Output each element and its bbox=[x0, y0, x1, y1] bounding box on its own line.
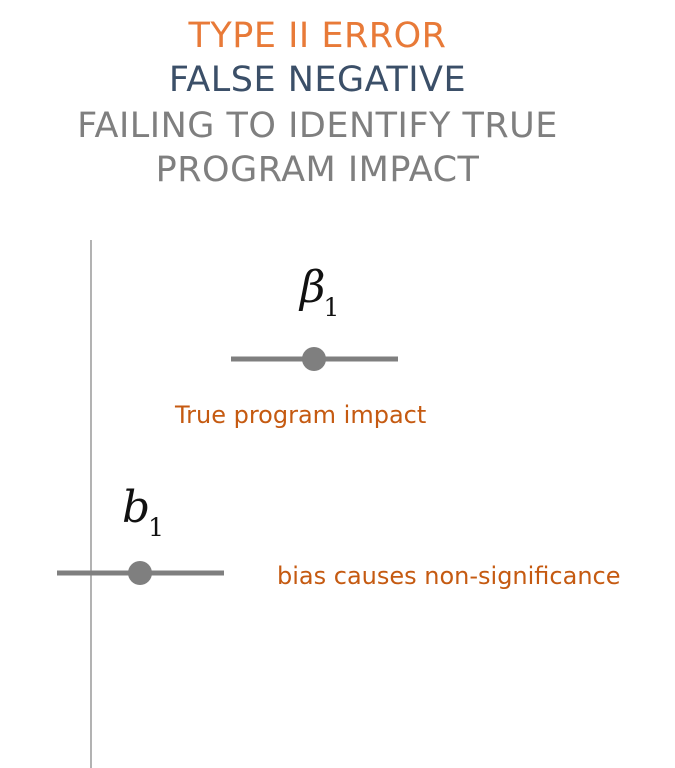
beta-symbol: β bbox=[300, 262, 326, 313]
b-subscript: 1 bbox=[148, 513, 165, 542]
b-1-symbol: b1 bbox=[122, 486, 166, 543]
title-line-program-impact: PROGRAM IMPACT bbox=[155, 150, 480, 190]
biased-estimate-point bbox=[128, 561, 152, 585]
title-line-failing-to-identify: FAILING TO IDENTIFY TRUE bbox=[77, 106, 558, 146]
title-line-false-negative: FALSE NEGATIVE bbox=[168, 60, 467, 100]
b-symbol: b bbox=[122, 482, 151, 533]
beta-1-symbol: β1 bbox=[300, 266, 341, 323]
beta-subscript: 1 bbox=[323, 293, 340, 322]
true-impact-point bbox=[302, 347, 326, 371]
bias-caption: bias causes non-significance bbox=[277, 562, 621, 590]
true-impact-caption: True program impact bbox=[175, 401, 427, 429]
title-line-type-ii-error: TYPE II ERROR bbox=[188, 16, 447, 56]
